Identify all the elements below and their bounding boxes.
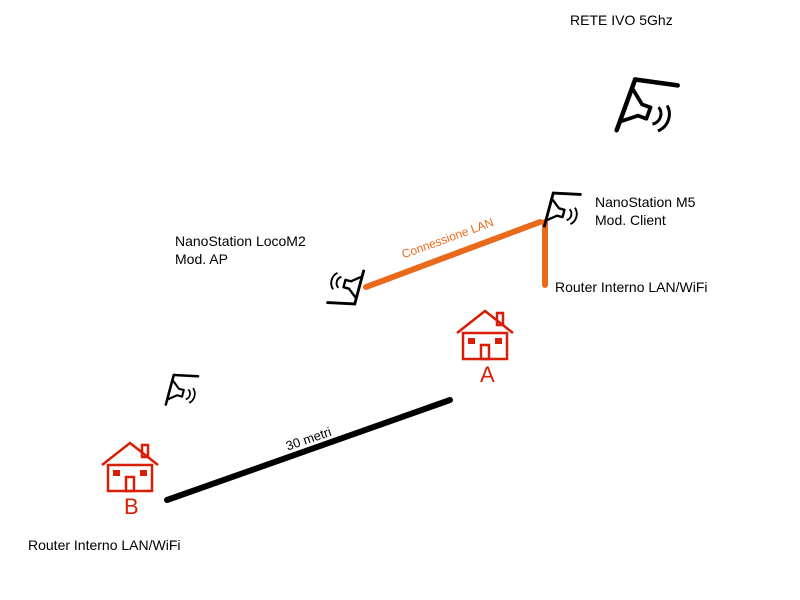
antenna-m5-icon [544,188,582,234]
m5-label-line2: Mod. Client [595,212,666,228]
house-a-label: A [480,362,495,387]
house-a-icon [457,311,513,359]
locom2-label-line1: NanoStation LocoM2 [175,233,306,249]
antenna-top-icon [617,71,681,146]
distance-line [167,400,450,500]
router-a-label: Router Interno LAN/WiFi [555,279,708,295]
antenna-locom2-icon [326,264,364,310]
m5-label-line1: NanoStation M5 [595,194,696,210]
house-b-icon [102,443,158,491]
antenna-b-icon [166,370,200,411]
rete-ivo-label: RETE IVO 5Ghz [570,12,673,28]
house-b-label: B [124,494,139,519]
locom2-label-line2: Mod. AP [175,251,228,267]
router-b-label: Router Interno LAN/WiFi [28,537,181,553]
